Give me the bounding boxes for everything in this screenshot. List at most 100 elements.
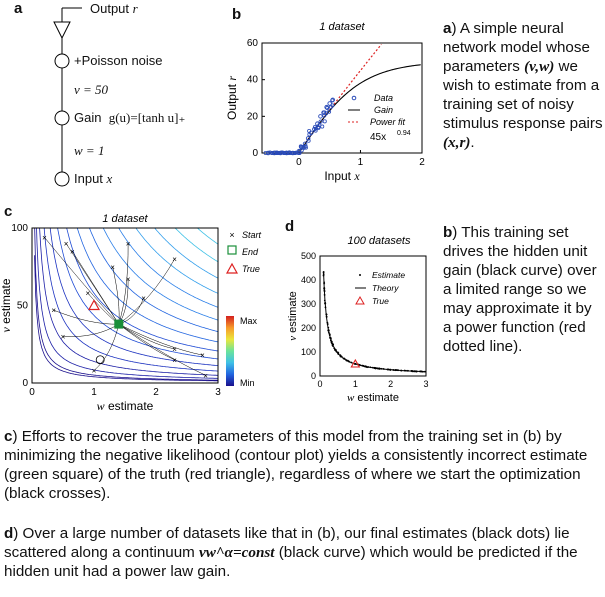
estimate-dot xyxy=(323,287,325,289)
legend-true-label: True xyxy=(372,296,389,306)
y-tick-label: 50 xyxy=(17,301,29,312)
chart-d: 100 datasets 0 1 2 3 0 100 200 300 400 500 Estimate… xyxy=(282,230,442,420)
y-tick-label: 100 xyxy=(11,223,28,234)
estimate-dot xyxy=(354,363,356,365)
x-tick-label: 0 xyxy=(317,379,322,389)
start-cross: × xyxy=(172,255,177,264)
gain-label: Gain g(u)=[tanh u]₊ xyxy=(74,110,185,126)
x-tick-label: 0 xyxy=(296,157,302,168)
estimate-dot xyxy=(359,364,361,366)
data-point xyxy=(323,120,326,123)
estimate-dot xyxy=(334,349,336,351)
x-tick-label: 3 xyxy=(215,387,221,398)
estimate-dot xyxy=(407,370,409,372)
estimate-dot xyxy=(388,369,390,371)
x-tick-label: 1 xyxy=(91,387,97,398)
contour-line xyxy=(38,210,220,375)
x-tick-label: 3 xyxy=(423,379,428,389)
legend-data-label: Data xyxy=(374,93,393,103)
x-tick-label: 1 xyxy=(358,157,364,168)
legend-true-marker xyxy=(227,264,237,273)
legend-end-marker xyxy=(228,246,236,254)
estimate-dot xyxy=(379,368,381,370)
estimate-dot xyxy=(323,281,325,283)
data-point xyxy=(319,115,323,119)
estimate-dot xyxy=(324,290,326,292)
chart-d-xlabel: w estimate xyxy=(347,392,399,404)
legend-data-marker xyxy=(352,96,356,100)
y-tick-label: 500 xyxy=(301,251,316,261)
legend-true-label: True xyxy=(242,264,260,274)
legend-true-marker xyxy=(356,297,364,304)
fit-exponent: 0.94 xyxy=(397,130,411,137)
poisson-label: +Poisson noise xyxy=(74,53,163,68)
estimate-dot xyxy=(415,371,417,373)
x-tick-label: 2 xyxy=(419,157,425,168)
chart-c-xlabel: w estimate xyxy=(97,399,154,413)
legend-estimate-label: Estimate xyxy=(372,270,405,280)
estimate-dot xyxy=(323,273,325,275)
legend-estimate-marker xyxy=(359,274,361,276)
caption-d: d) Over a large number of datasets like … xyxy=(4,524,602,581)
chart-d-ylabel: v estimate xyxy=(287,291,299,341)
caption-c: c) Efforts to recover the true parameter… xyxy=(4,427,602,503)
estimate-dot xyxy=(339,354,341,356)
estimate-dot xyxy=(383,368,385,370)
chart-c-ylabel: v estimate xyxy=(0,278,13,332)
start-cross: × xyxy=(61,333,66,342)
optimization-path xyxy=(88,293,119,324)
y-tick-label: 20 xyxy=(247,111,259,122)
estimate-dot xyxy=(348,361,350,363)
x-tick-label: 1 xyxy=(353,379,358,389)
estimate-dot xyxy=(392,369,394,371)
chart-d-title: 100 datasets xyxy=(348,235,411,247)
estimate-dot xyxy=(337,352,339,354)
x-tick-label: 0 xyxy=(29,387,35,398)
x-tick-label: 2 xyxy=(388,379,393,389)
estimate-dot xyxy=(394,369,396,371)
estimate-dot xyxy=(328,332,330,334)
estimate-dot xyxy=(411,370,413,372)
estimate-dot xyxy=(370,366,372,368)
optimization-path xyxy=(119,259,175,324)
estimate-dot xyxy=(424,371,426,373)
fit-equation: 45x xyxy=(370,132,386,143)
estimate-dot xyxy=(350,362,352,364)
output-label: Output r xyxy=(90,1,138,17)
estimate-dot xyxy=(421,371,423,373)
y-tick-label: 0 xyxy=(252,148,258,159)
estimate-dot xyxy=(328,330,330,332)
chart-c-title: 1 dataset xyxy=(102,213,148,225)
estimate-dot xyxy=(361,365,363,367)
start-cross: × xyxy=(92,367,97,376)
y-tick-label: 0 xyxy=(22,378,28,389)
estimate-dot xyxy=(324,303,326,305)
optimization-path xyxy=(94,324,119,371)
x-tick-label: 2 xyxy=(153,387,159,398)
estimate-dot xyxy=(324,300,326,302)
estimate-dot xyxy=(366,366,368,368)
estimate-dot xyxy=(381,368,383,370)
estimate-dot xyxy=(374,367,376,369)
path-loop xyxy=(96,356,104,364)
chart-b-xlabel: Input x xyxy=(324,169,360,183)
v-equation: v = 50 xyxy=(74,82,108,98)
legend-end-label: End xyxy=(242,247,259,257)
y-tick-label: 60 xyxy=(247,38,259,49)
y-tick-label: 40 xyxy=(247,75,259,86)
y-tick-label: 300 xyxy=(301,299,316,309)
start-cross: × xyxy=(200,351,205,360)
start-cross: × xyxy=(172,345,177,354)
estimate-dot xyxy=(331,342,333,344)
w-equation: w = 1 xyxy=(74,143,104,159)
gain-curve xyxy=(262,65,421,153)
y-tick-label: 0 xyxy=(311,371,316,381)
legend-fit-label: Power fit xyxy=(370,117,406,127)
legend-gain-label: Gain xyxy=(374,105,393,115)
estimate-dot xyxy=(341,356,343,358)
start-cross: × xyxy=(203,371,208,380)
estimate-dot xyxy=(323,271,325,273)
colorbar-max-label: Max xyxy=(240,316,258,326)
estimate-dot xyxy=(404,370,406,372)
input-label: Input x xyxy=(74,171,112,187)
